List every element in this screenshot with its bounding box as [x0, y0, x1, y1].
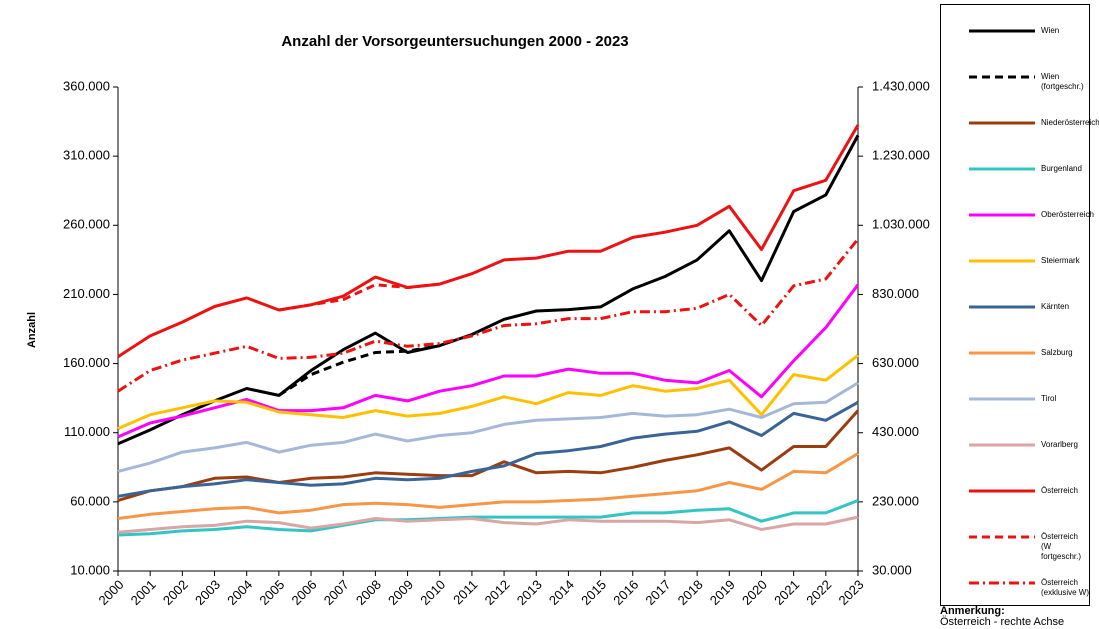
y-axis-label: Anzahl: [26, 312, 38, 348]
x-tick-label: 2015: [578, 577, 609, 608]
x-tick-label: 2020: [739, 577, 770, 608]
annotation-text: Österreich - rechte Achse: [940, 616, 1065, 628]
legend-item: Niederösterreich: [941, 107, 1099, 147]
plot-area: [118, 87, 858, 571]
series-line: [117, 452, 859, 520]
y2-tick-label: 1.030.000: [872, 217, 930, 232]
legend-item: Tirol: [941, 383, 1091, 423]
legend-item: Kärnten: [941, 291, 1091, 331]
legend-label: Tirol: [1041, 394, 1057, 403]
legend-item: Vorarlberg: [941, 429, 1091, 469]
legend-label: Österreich (exklusive W): [1041, 578, 1090, 597]
legend-swatch: [969, 535, 1035, 539]
y-tick-label: 260.000: [63, 217, 110, 232]
y2-tick-label: 430.000: [872, 424, 919, 439]
legend-swatch: [969, 213, 1035, 217]
x-tick-label: 2007: [321, 577, 352, 608]
y-tick-label: 160.000: [63, 355, 110, 370]
legend-swatch: [969, 443, 1035, 447]
x-tick-label: 2013: [514, 577, 545, 608]
y2-tick-label: 630.000: [872, 355, 919, 370]
series-line: [117, 134, 860, 446]
legend-swatch: [969, 305, 1035, 309]
series-line: [278, 282, 440, 312]
series-line: [117, 124, 860, 358]
legend-swatch: [969, 121, 1035, 125]
legend-item: Wien (fortgeschr.): [941, 61, 1091, 101]
x-tick-label: 2006: [289, 577, 320, 608]
x-tick-label: 2016: [610, 577, 641, 608]
x-tick-label: 2018: [675, 577, 706, 608]
y-tick-label: 10.000: [70, 562, 110, 577]
series-line: [117, 515, 859, 534]
x-tick-label: 2022: [803, 577, 834, 608]
legend-label: Vorarlberg: [1041, 440, 1078, 449]
legend-label: Steiermark: [1041, 256, 1080, 265]
x-tick-label: 2011: [450, 577, 480, 607]
legend-item: Steiermark: [941, 245, 1091, 285]
x-tick-label: 2014: [546, 577, 577, 608]
y2-tick-label: 1.430.000: [872, 78, 930, 93]
series-line: [117, 238, 860, 393]
x-tick-label: 2008: [353, 577, 384, 608]
legend-item: Oberösterreich: [941, 199, 1094, 239]
legend-item: Österreich: [941, 475, 1091, 515]
x-tick-label: 2017: [642, 577, 673, 608]
legend-item: Österreich (exklusive W): [941, 567, 1091, 607]
annotation-title: Anmerkung:: [940, 605, 1005, 617]
legend-label: Österreich (W fortgeschr.): [1041, 532, 1082, 561]
legend-label: Niederösterreich: [1041, 118, 1099, 127]
series-line: [117, 381, 859, 473]
y2-tick-label: 30.000: [872, 562, 912, 577]
series-line: [117, 400, 859, 498]
x-tick-label: 2009: [385, 577, 416, 608]
legend-swatch: [969, 75, 1035, 79]
legend-item: Wien: [941, 15, 1091, 55]
legend-label: Wien (fortgeschr.): [1041, 72, 1084, 91]
legend-swatch: [969, 351, 1035, 355]
x-tick-label: 2012: [482, 577, 513, 608]
legend-swatch: [969, 397, 1035, 401]
series-line: [278, 344, 440, 397]
legend-label: Burgenland: [1041, 164, 1082, 173]
legend-swatch: [969, 29, 1035, 33]
annotation: Anmerkung: Österreich - rechte Achse: [940, 606, 1064, 628]
chart: Anzahl der Vorsorgeuntersuchungen 2000 -…: [26, 33, 930, 608]
x-tick-label: 2001: [128, 577, 159, 608]
y-tick-label: 110.000: [64, 424, 110, 439]
legend-swatch: [969, 259, 1035, 263]
x-tick-label: 2010: [417, 577, 448, 608]
legend-label: Kärnten: [1041, 302, 1070, 311]
y-tick-label: 210.000: [63, 286, 110, 301]
legend: Wien Wien (fortgeschr.) Niederösterreich Bu…: [940, 4, 1099, 607]
legend-item: Österreich (W fortgeschr.): [941, 521, 1091, 561]
x-tick-label: 2002: [160, 577, 191, 608]
legend-label: Oberösterreich: [1041, 210, 1094, 219]
legend-item: Burgenland: [941, 153, 1091, 193]
x-tick-label: 2019: [707, 577, 738, 608]
legend-swatch: [969, 167, 1035, 171]
legend-item: Salzburg: [941, 337, 1091, 377]
y-tick-label: 310.000: [63, 148, 110, 163]
y2-tick-label: 1.230.000: [872, 148, 930, 163]
legend-swatch: [969, 581, 1035, 585]
x-tick-label: 2000: [95, 577, 126, 608]
series-line: [117, 499, 859, 537]
legend-label: Wien: [1041, 26, 1060, 35]
legend-label: Salzburg: [1041, 348, 1073, 357]
chart-title: Anzahl der Vorsorgeuntersuchungen 2000 -…: [281, 33, 628, 50]
x-tick-label: 2004: [224, 577, 255, 608]
legend-swatch: [969, 489, 1035, 493]
series-line: [117, 354, 859, 430]
x-tick-label: 2021: [771, 577, 802, 608]
y2-tick-label: 830.000: [872, 286, 919, 301]
x-tick-label: 2003: [192, 577, 223, 608]
x-tick-label: 2023: [835, 577, 866, 608]
y-tick-label: 360.000: [63, 78, 110, 93]
y2-tick-label: 230.000: [872, 493, 919, 508]
x-tick-label: 2005: [256, 577, 287, 608]
y-tick-label: 60.000: [70, 493, 110, 508]
legend-label: Österreich: [1041, 486, 1078, 495]
